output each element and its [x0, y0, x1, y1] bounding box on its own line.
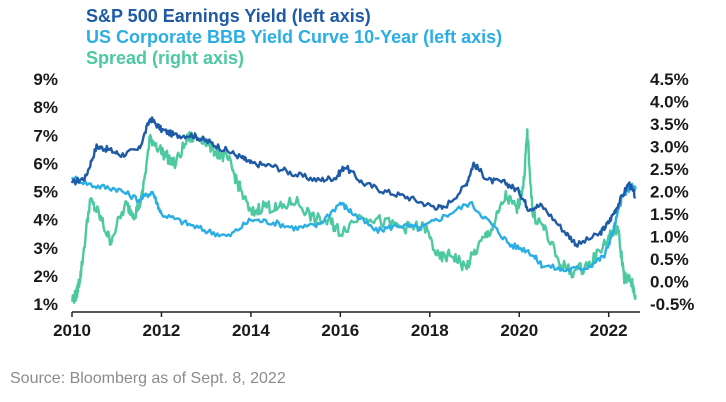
y-right-tick-label: 4.0% — [650, 93, 689, 112]
y-left-tick-label: 7% — [33, 126, 58, 145]
source-note: Source: Bloomberg as of Sept. 8, 2022 — [10, 370, 286, 387]
y-right-tick-label: 4.5% — [650, 70, 689, 89]
y-left-tick-label: 2% — [33, 267, 58, 286]
y-left-tick-label: 1% — [33, 295, 58, 314]
y-right-tick-label: 2.0% — [650, 183, 689, 202]
y-left-tick-label: 3% — [33, 239, 58, 258]
x-tick-label: 2020 — [500, 321, 538, 340]
y-right-tick-label: 0.5% — [650, 250, 689, 269]
y-left-tick-label: 5% — [33, 183, 58, 202]
y-right-tick-label: 1.0% — [650, 228, 689, 247]
y-right-tick-label: 3.5% — [650, 115, 689, 134]
legend-spread: Spread (right axis) — [86, 48, 245, 68]
x-tick-label: 2022 — [590, 321, 628, 340]
y-right-tick-label: 3.0% — [650, 138, 689, 157]
series-line-0 — [70, 116, 637, 248]
legend-sp500-earnings-yield: S&P 500 Earnings Yield (left axis) — [86, 6, 371, 26]
y-right-tick-label: 0.0% — [650, 273, 689, 292]
x-tick-label: 2010 — [53, 321, 91, 340]
y-left-tick-label: 6% — [33, 154, 58, 173]
y-right-tick-label: 1.5% — [650, 205, 689, 224]
y-left-tick-label: 4% — [33, 211, 58, 230]
chart-legend: S&P 500 Earnings Yield (left axis) US Co… — [86, 6, 502, 69]
y-right-tick-label: 2.5% — [650, 160, 689, 179]
x-tick-label: 2018 — [411, 321, 449, 340]
y-left-tick-label: 8% — [33, 98, 58, 117]
series-line-1 — [70, 175, 637, 273]
y-left-tick-label: 9% — [33, 70, 58, 89]
x-tick-label: 2012 — [143, 321, 181, 340]
legend-bbb-yield: US Corporate BBB Yield Curve 10-Year (le… — [86, 27, 503, 47]
y-right-tick-label: -0.5% — [650, 295, 694, 314]
x-tick-label: 2014 — [232, 321, 270, 340]
x-tick-label: 2016 — [321, 321, 359, 340]
